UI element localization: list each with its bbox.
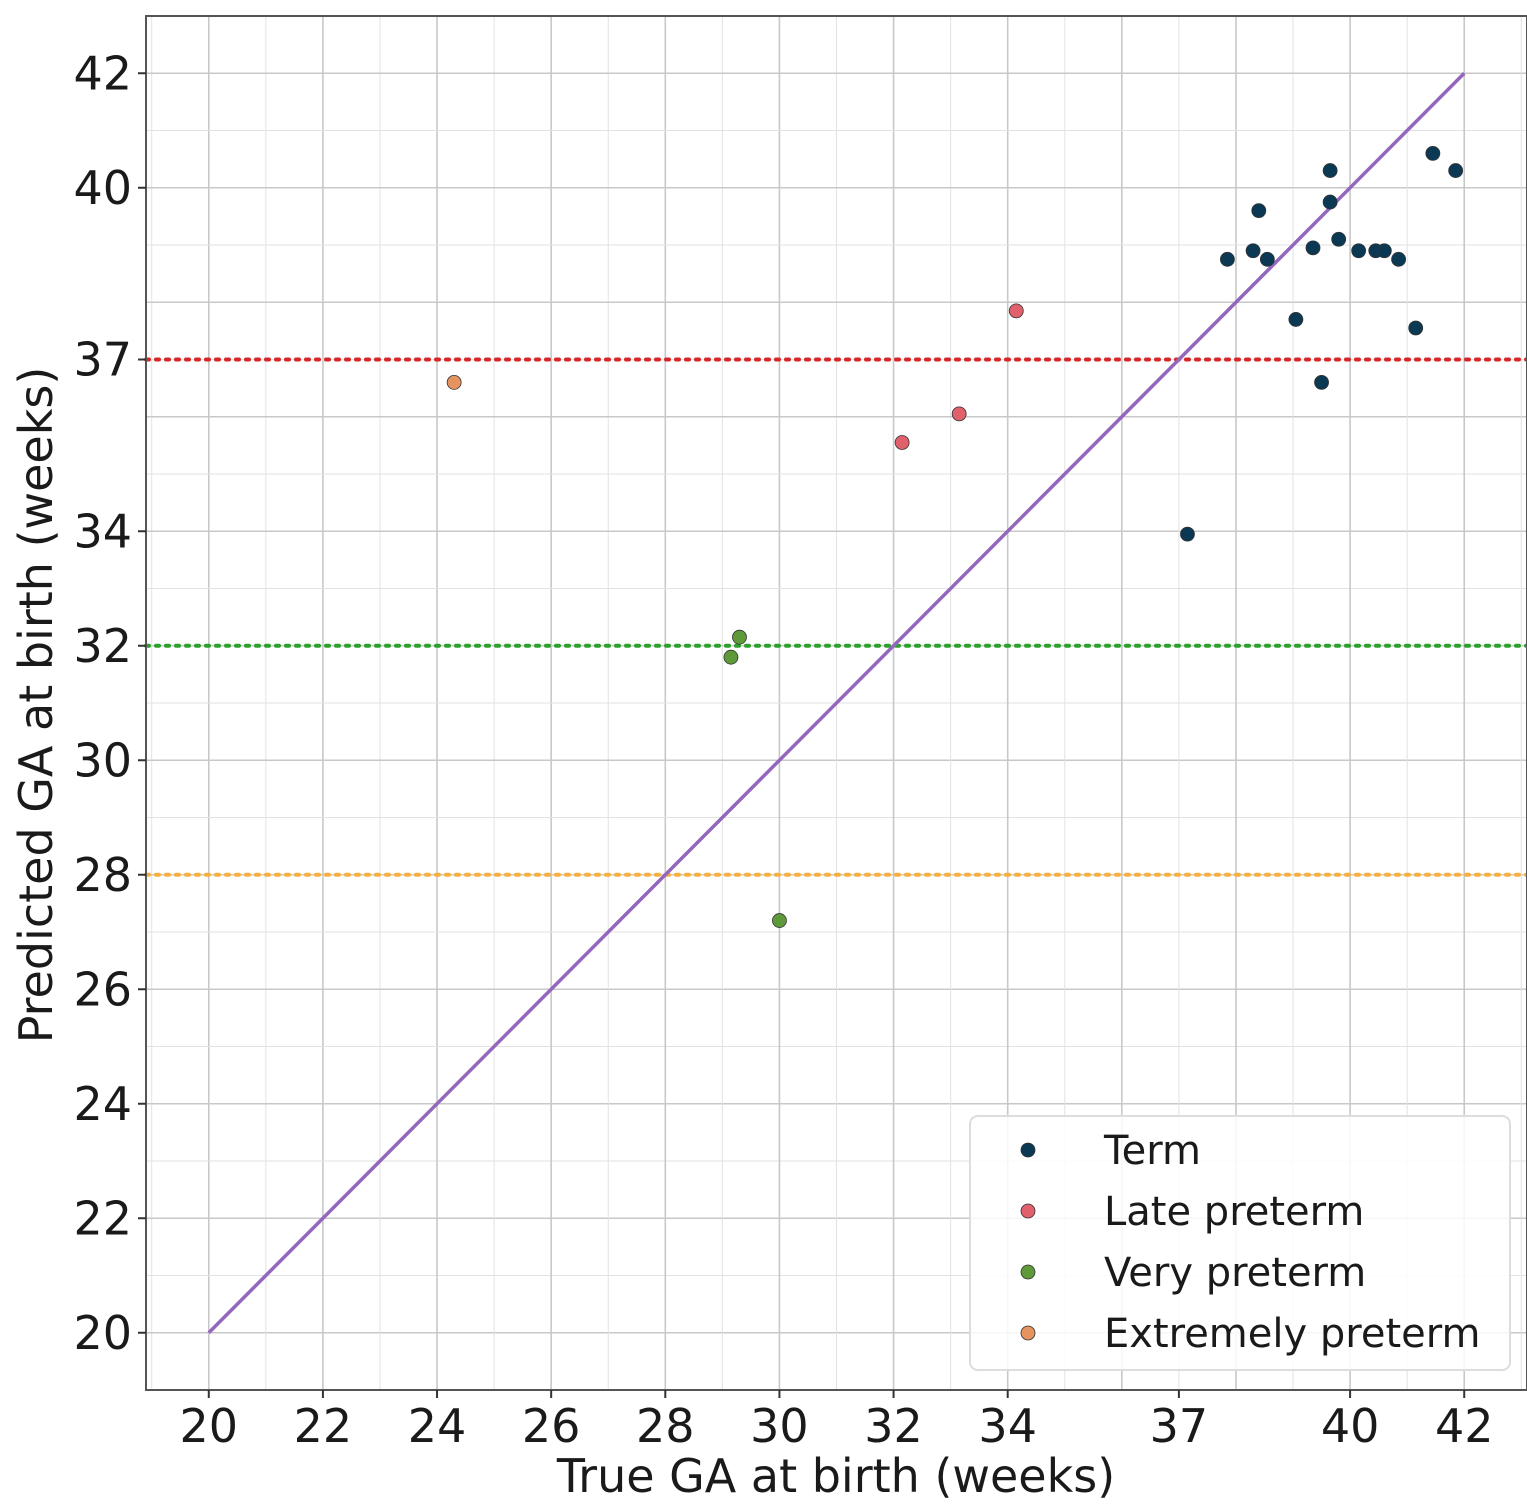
data-points <box>446 145 1464 928</box>
point-term <box>1391 251 1407 267</box>
point-very-preterm <box>732 629 747 645</box>
legend-label-term: Term <box>1103 1128 1201 1174</box>
y-tick-label: 28 <box>73 848 132 902</box>
x-tick-label: 30 <box>750 1399 809 1453</box>
point-term <box>1180 526 1195 542</box>
y-tick-label: 24 <box>73 1077 132 1131</box>
y-tick-label: 32 <box>73 619 132 673</box>
x-axis-label: True GA at birth (weeks) <box>556 1449 1115 1503</box>
point-term <box>1351 243 1367 259</box>
x-tick-label: 40 <box>1321 1399 1380 1453</box>
y-tick-label: 20 <box>73 1306 132 1360</box>
legend-marker-very-preterm <box>1020 1264 1036 1280</box>
x-tick-label: 28 <box>636 1399 695 1453</box>
legend-box <box>969 1115 1511 1371</box>
y-tick-label: 37 <box>73 333 132 387</box>
x-tick-label: 20 <box>179 1399 238 1453</box>
threshold-lines <box>144 357 1527 877</box>
x-tick-label: 42 <box>1435 1399 1494 1453</box>
point-term <box>1314 374 1329 390</box>
identity-line <box>207 72 1466 1334</box>
legend: Term Late preterm Very preterm Extremely pr… <box>969 1115 1511 1371</box>
x-tick-label: 24 <box>408 1399 467 1453</box>
point-term <box>1259 251 1275 267</box>
x-tick-label: 37 <box>1150 1399 1209 1453</box>
point-term <box>1322 163 1338 178</box>
point-term <box>1322 194 1338 210</box>
x-tick-label: 26 <box>522 1399 581 1453</box>
point-term <box>1251 203 1267 219</box>
point-term <box>1245 243 1261 259</box>
legend-label-extremely-preterm: Extremely preterm <box>1104 1311 1480 1357</box>
y-axis-label: Predicted GA at birth (weeks) <box>9 367 63 1044</box>
point-late-preterm <box>951 406 967 422</box>
x-tick-label: 34 <box>978 1399 1037 1453</box>
point-term <box>1425 145 1441 161</box>
legend-label-very-preterm: Very preterm <box>1104 1250 1366 1296</box>
point-term <box>1376 243 1392 259</box>
point-very-preterm <box>772 913 787 928</box>
point-term <box>1331 231 1347 247</box>
y-tick-label: 40 <box>73 161 132 215</box>
point-extremely-preterm <box>446 374 462 390</box>
point-very-preterm <box>723 649 739 665</box>
point-term <box>1408 320 1424 336</box>
legend-label-late-preterm: Late preterm <box>1104 1189 1364 1235</box>
point-late-preterm <box>1008 303 1024 319</box>
plot-frame <box>145 15 1527 1391</box>
point-term <box>1448 163 1464 178</box>
y-tick-label: 30 <box>73 733 132 787</box>
legend-marker-term <box>1020 1142 1036 1158</box>
point-term <box>1220 251 1235 267</box>
x-tick-label: 22 <box>294 1399 353 1453</box>
y-tick-label: 26 <box>73 962 132 1016</box>
y-tick-label: 34 <box>73 504 132 558</box>
y-tick-label: 22 <box>73 1191 132 1245</box>
y-axis-ticks: 20 22 24 26 28 30 32 34 37 40 42 <box>73 46 146 1360</box>
x-tick-label: 32 <box>864 1399 923 1453</box>
point-term <box>1288 312 1304 327</box>
point-late-preterm <box>894 435 910 450</box>
legend-marker-extremely-preterm <box>1020 1325 1036 1341</box>
point-term <box>1305 240 1321 256</box>
x-axis-ticks: 20 22 24 26 28 30 32 34 37 40 42 <box>179 1390 1494 1453</box>
legend-marker-late-preterm <box>1020 1203 1036 1219</box>
y-tick-label: 42 <box>73 46 132 100</box>
